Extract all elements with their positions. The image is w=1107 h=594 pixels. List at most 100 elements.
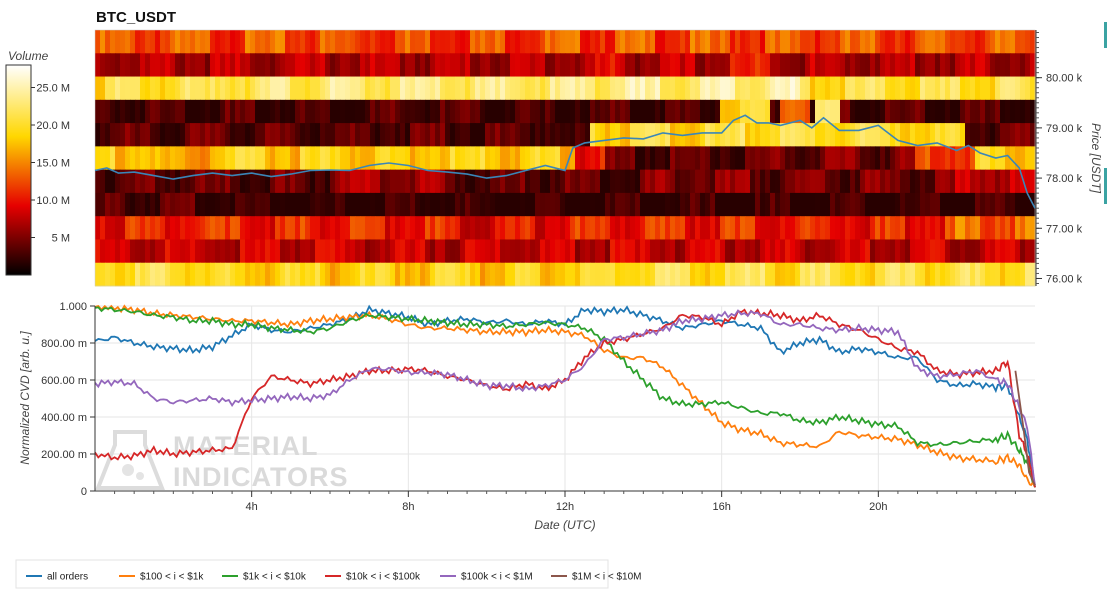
heatmap-cell [605, 192, 611, 217]
heatmap-cell [290, 192, 296, 217]
heatmap-cell [995, 239, 1001, 264]
heatmap-cell [695, 53, 701, 77]
heatmap-cell [415, 216, 421, 240]
heatmap-cell [270, 99, 276, 124]
heatmap-cell [310, 30, 316, 54]
heatmap-cell [485, 146, 491, 171]
heatmap-cell [500, 146, 506, 171]
heatmap-cell [975, 216, 981, 240]
heatmap-cell [620, 239, 626, 264]
heatmap-cell [630, 99, 636, 124]
heatmap-cell [890, 216, 896, 240]
heatmap-cell [940, 262, 946, 287]
heatmap-cell [470, 53, 476, 77]
heatmap-cell [665, 216, 671, 240]
heatmap-cell [500, 99, 506, 124]
heatmap-cell [385, 216, 391, 240]
heatmap-cell [430, 123, 436, 147]
heatmap-cell [990, 30, 996, 54]
heatmap-cell [675, 53, 681, 77]
heatmap-cell [310, 169, 316, 194]
heatmap-cell [355, 53, 361, 77]
heatmap-cell [500, 216, 506, 240]
heatmap-cell [520, 76, 526, 101]
heatmap-cell [805, 146, 811, 171]
heatmap-cell [915, 53, 921, 77]
heatmap-cell [660, 76, 666, 101]
heatmap-cell [790, 30, 796, 54]
heatmap-cell [570, 216, 576, 240]
heatmap-cell [300, 262, 306, 287]
heatmap-cell [200, 99, 206, 124]
heatmap-cell [520, 123, 526, 147]
heatmap-cell [700, 192, 706, 217]
heatmap-cell [660, 216, 666, 240]
heatmap-cell [780, 216, 786, 240]
heatmap-cell [675, 216, 681, 240]
heatmap-cell [195, 76, 201, 101]
heatmap-cell [755, 99, 761, 124]
heatmap-cell [785, 53, 791, 77]
heatmap-cell [170, 216, 176, 240]
legend: all orders $100 < i < $1k $1k < i < $10k $1… [26, 572, 641, 583]
heatmap-cell [665, 99, 671, 124]
heatmap-cell [610, 146, 616, 171]
heatmap-cell [455, 99, 461, 124]
heatmap-cell [605, 76, 611, 101]
heatmap-cell [375, 99, 381, 124]
heatmap-cell [190, 239, 196, 264]
heatmap-cell [600, 192, 606, 217]
heatmap-cell [280, 30, 286, 54]
cvd-x-ticks: 4h 8h 12h 16h 20h [114, 491, 1016, 513]
heatmap-cell [310, 216, 316, 240]
heatmap-cell [890, 192, 896, 217]
heatmap-cell [170, 169, 176, 194]
heatmap-cell [945, 30, 951, 54]
heatmap-cell [230, 239, 236, 264]
heatmap-cell [565, 216, 571, 240]
heatmap-cell [460, 76, 466, 101]
heatmap-cell [150, 76, 156, 101]
heatmap-cell [980, 76, 986, 101]
heatmap-cell [130, 76, 136, 101]
heatmap-cell [505, 53, 511, 77]
heatmap-cell [765, 169, 771, 194]
heatmap-cell [210, 53, 216, 77]
heatmap-cell [400, 239, 406, 264]
heatmap-cell [825, 76, 831, 101]
heatmap-cell [780, 146, 786, 171]
heatmap-cell [305, 53, 311, 77]
heatmap-cell [475, 123, 481, 147]
heatmap-cell [960, 192, 966, 217]
heatmap-cell [940, 192, 946, 217]
heatmap-cell [850, 76, 856, 101]
heatmap-cell [790, 146, 796, 171]
heatmap-cell [180, 53, 186, 77]
heatmap-cell [545, 30, 551, 54]
heatmap-cell [980, 99, 986, 124]
heatmap-frame [94, 29, 1036, 287]
heatmap-cell [555, 30, 561, 54]
heatmap-cell [95, 192, 101, 217]
heatmap-cell [205, 192, 211, 217]
heatmap-cell [485, 53, 491, 77]
heatmap-cell [135, 169, 141, 194]
heatmap-cell [560, 76, 566, 101]
heatmap-cell [685, 146, 691, 171]
heatmap-cell [415, 192, 421, 217]
heatmap-cell [375, 146, 381, 171]
heatmap-cell [1005, 146, 1011, 171]
heatmap-cell [135, 76, 141, 101]
cvd-grid [95, 305, 1035, 492]
heatmap-cell [430, 169, 436, 194]
heatmap-cell [415, 99, 421, 124]
heatmap-cell [860, 146, 866, 171]
heatmap-cell [970, 146, 976, 171]
heatmap-cell [220, 30, 226, 54]
heatmap-cell [705, 192, 711, 217]
heatmap-cell [755, 53, 761, 77]
heatmap-cell [340, 192, 346, 217]
heatmap-cell [425, 262, 431, 287]
heatmap-cell [915, 76, 921, 101]
heatmap-cell [475, 53, 481, 77]
